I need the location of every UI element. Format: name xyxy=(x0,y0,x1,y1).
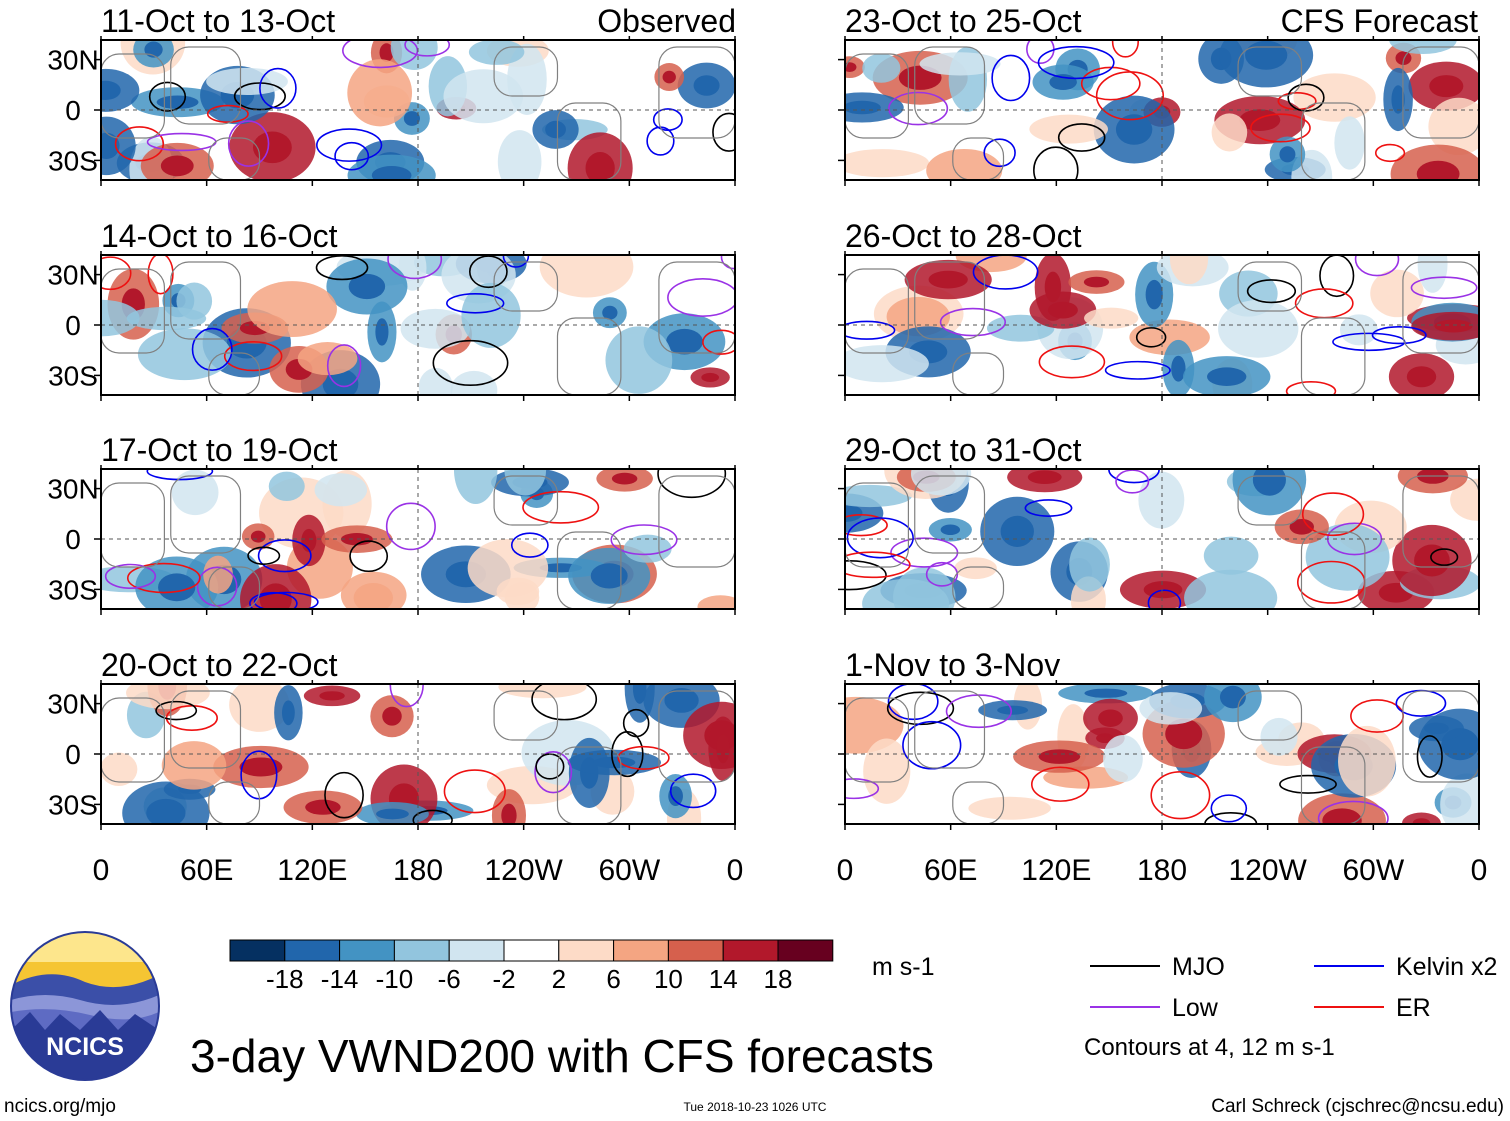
colorbar-swatch xyxy=(448,939,505,962)
legend-label: ER xyxy=(1396,994,1431,1022)
timestamp-label: Tue 2018-10-23 1026 UTC xyxy=(684,1100,827,1114)
logo-text: NCICS xyxy=(46,1033,124,1061)
x-tick-label: 120E xyxy=(277,854,347,887)
colorbar-swatch xyxy=(558,939,615,962)
colorbar-label: -18 xyxy=(266,964,304,994)
x-tick-label: 0 xyxy=(837,854,854,887)
colorbar-label: 14 xyxy=(709,964,738,994)
colorbar-swatch xyxy=(667,939,724,962)
y-tick-label: 0 xyxy=(65,739,81,770)
colorbar-swatch xyxy=(503,939,560,962)
colorbar-label: 10 xyxy=(654,964,683,994)
colorbar-swatch xyxy=(613,939,669,962)
x-tick-label: 120W xyxy=(484,854,563,887)
colorbar-swatch xyxy=(777,939,834,962)
map-panel-fc-3: 29-Oct to 31-Oct xyxy=(838,432,1480,615)
legend-label: MJO xyxy=(1172,953,1225,981)
y-tick-label: 30S xyxy=(48,360,98,391)
y-tick-label: 30S xyxy=(48,574,98,605)
panel-title: 20-Oct to 22-Oct xyxy=(101,647,338,683)
x-tick-label: 60W xyxy=(598,854,660,887)
x-tick-label: 0 xyxy=(1471,854,1488,887)
x-tick-label: 60E xyxy=(180,854,233,887)
colorbar-swatch xyxy=(229,939,286,962)
colorbar-units: m s-1 xyxy=(872,953,935,981)
legend-label: Low xyxy=(1172,994,1219,1022)
colorbar-swatch xyxy=(393,939,450,962)
x-tick-label: 180 xyxy=(1137,854,1187,887)
legend: MJO Kelvin x2 Low ER xyxy=(1090,953,1497,1022)
y-tick-label: 0 xyxy=(65,310,81,341)
colorbar-label: -10 xyxy=(376,964,414,994)
y-tick-label: 30N xyxy=(47,689,98,720)
colorbar-label: -6 xyxy=(438,964,461,994)
map-panel-fc-4: 1-Nov to 3-Nov xyxy=(838,647,1480,830)
observed-header: Observed xyxy=(597,3,736,39)
panel-title: 29-Oct to 31-Oct xyxy=(845,432,1082,468)
x-tick-label: 60E xyxy=(924,854,977,887)
y-tick-label: 0 xyxy=(65,524,81,555)
y-tick-label: 30N xyxy=(47,45,98,76)
x-tick-label: 180 xyxy=(393,854,443,887)
map-panel-fc-1: 23-Oct to 25-Oct xyxy=(838,3,1480,186)
x-tick-label: 60W xyxy=(1342,854,1404,887)
ncics-logo: NCICS xyxy=(10,931,160,1081)
legend-label: Kelvin x2 xyxy=(1396,953,1497,981)
x-tick-label: 120E xyxy=(1021,854,1091,887)
panel-title: 17-Oct to 19-Oct xyxy=(101,432,338,468)
x-tick-label: 0 xyxy=(93,854,110,887)
panel-title: 26-Oct to 28-Oct xyxy=(845,218,1082,254)
y-tick-label: 0 xyxy=(65,95,81,126)
y-tick-label: 30N xyxy=(47,474,98,505)
figure-title: 3-day VWND200 with CFS forecasts xyxy=(190,1030,934,1082)
contour-note: Contours at 4, 12 m s-1 xyxy=(1084,1034,1335,1061)
colorbar-label: 2 xyxy=(552,964,566,994)
colorbar-swatch xyxy=(339,939,395,962)
colorbar-swatch xyxy=(284,939,341,962)
x-tick-label: 0 xyxy=(727,854,744,887)
colorbar: -18 -14 -10 -6 -2 2 6 10 14 18 xyxy=(229,939,834,994)
colorbar-label: 18 xyxy=(764,964,793,994)
panel-title: 1-Nov to 3-Nov xyxy=(845,647,1060,683)
y-tick-label: 30S xyxy=(48,145,98,176)
y-tick-label: 30N xyxy=(47,260,98,291)
colorbar-label: -2 xyxy=(492,964,515,994)
colorbar-label: -14 xyxy=(321,964,359,994)
panel-title: 11-Oct to 13-Oct xyxy=(101,3,335,39)
x-axis-ticks: 0 60E 120E 180 120W 60W 0 0 60E 120E 180 120W 60W 0 xyxy=(93,854,1488,887)
colorbar-swatch xyxy=(722,939,779,962)
y-tick-label: 30S xyxy=(48,789,98,820)
x-tick-label: 120W xyxy=(1228,854,1307,887)
author-label: Carl Schreck (cjschrec@ncsu.edu) xyxy=(1211,1096,1504,1117)
panel-title: 14-Oct to 16-Oct xyxy=(101,218,338,254)
map-panel-fc-2: 26-Oct to 28-Oct xyxy=(838,218,1480,401)
website-label: ncics.org/mjo xyxy=(4,1096,116,1117)
colorbar-label: 6 xyxy=(606,964,620,994)
panel-title: 23-Oct to 25-Oct xyxy=(845,3,1082,39)
forecast-header: CFS Forecast xyxy=(1281,3,1478,39)
